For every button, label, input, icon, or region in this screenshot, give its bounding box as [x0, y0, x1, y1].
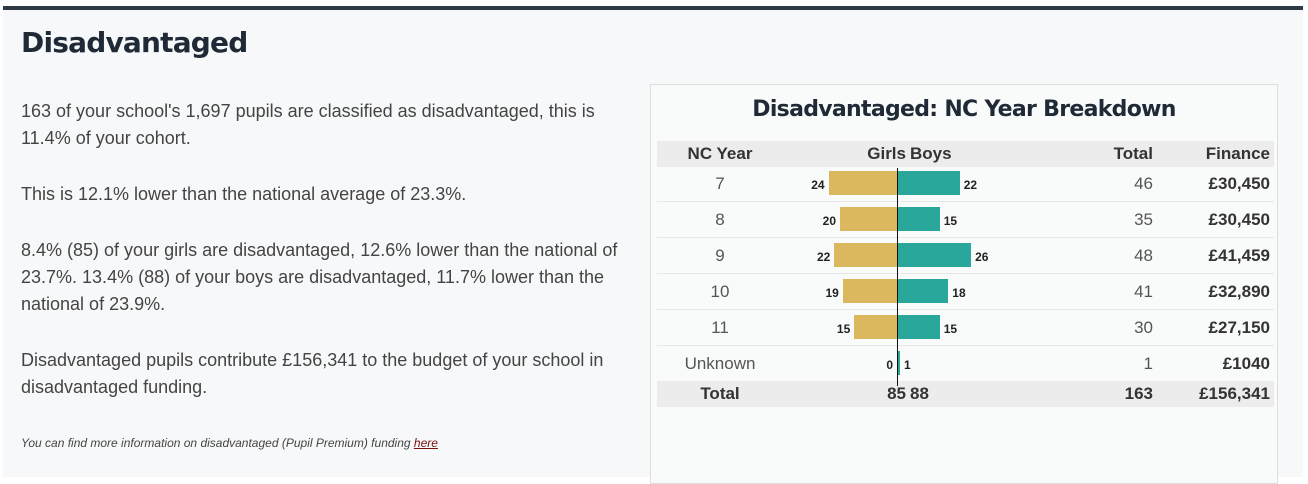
nc-year-cell: Unknown: [684, 354, 756, 373]
total-cell: 46: [1134, 174, 1153, 193]
girls-count-label: 19: [825, 286, 839, 300]
girls-count-label: 0: [886, 358, 893, 372]
gender-breakdown-text: 8.4% (85) of your girls are disadvantage…: [21, 240, 618, 314]
boys-bar: [897, 351, 900, 375]
total-cell: 48: [1134, 246, 1153, 265]
total-cell: 41: [1134, 282, 1153, 301]
girls-bar: [854, 315, 897, 339]
table-row: 10 41 £32,890: [657, 275, 1274, 310]
header-total: Total: [1113, 144, 1153, 163]
nc-year-cell: 8: [715, 210, 725, 229]
girls-bar: [842, 279, 897, 303]
table-row: 9 48 £41,459: [657, 239, 1274, 274]
total-cell: 35: [1134, 210, 1153, 229]
funding-text: Disadvantaged pupils contribute £156,341…: [21, 350, 604, 397]
girls-count-label: 20: [822, 214, 836, 228]
header-girls: Girls: [867, 144, 906, 163]
nc-year-cell: 11: [711, 318, 729, 337]
girls-bar: [828, 171, 897, 195]
finance-cell: £41,459: [1208, 246, 1270, 265]
girls-count-label: 24: [811, 178, 825, 192]
boys-count-label: 15: [943, 322, 958, 336]
pupil-premium-link[interactable]: here: [413, 436, 438, 450]
total-cell: 1: [1143, 354, 1153, 373]
boys-bar: [897, 171, 960, 195]
total-cell: 30: [1134, 318, 1153, 337]
section-title: Disadvantaged: [21, 26, 248, 59]
finance-cell: £30,450: [1208, 174, 1270, 193]
header-finance: Finance: [1205, 144, 1270, 163]
header-boys: Boys: [910, 144, 952, 163]
total-label: Total: [700, 384, 740, 403]
table-row: Unknown 1 £1040: [657, 347, 1274, 382]
totals-row: Total 85 88 163 £156,341: [657, 381, 1274, 407]
table-row: 7 46 £30,450: [657, 167, 1274, 202]
boys-bar: [897, 207, 940, 231]
nc-year-cell: 7: [715, 174, 725, 193]
boys-count-label: 26: [975, 250, 989, 264]
boys-bar: [897, 315, 940, 339]
boys-count-label: 22: [963, 178, 978, 192]
finance-cell: £32,890: [1208, 282, 1270, 301]
boys-count-label: 1: [904, 358, 911, 372]
total-finance: £156,341: [1199, 384, 1270, 403]
girls-bar: [834, 243, 897, 267]
boys-bar: [897, 279, 949, 303]
header-nc-year: NC Year: [687, 144, 753, 163]
nc-year-breakdown-card: Disadvantaged: NC Year Breakdown NC Year…: [650, 84, 1278, 484]
national-comparison-text: This is 12.1% lower than the national av…: [21, 184, 467, 204]
girls-count-label: 22: [816, 250, 831, 264]
breakdown-title: Disadvantaged: NC Year Breakdown: [752, 97, 1176, 122]
table-header: NC Year Girls Boys Total Finance: [657, 141, 1274, 167]
boys-bar: [897, 243, 972, 267]
footnote: You can find more information on disadva…: [21, 436, 438, 450]
boys-count-label: 15: [943, 214, 958, 228]
finance-cell: £1040: [1222, 354, 1270, 373]
total-boys: 88: [910, 384, 929, 403]
boys-count-label: 18: [952, 286, 966, 300]
girls-bar: [840, 207, 897, 231]
nc-year-cell: 10: [710, 282, 730, 301]
cohort-summary-text: 163 of your school's 1,697 pupils are cl…: [21, 101, 595, 148]
chart-center-axis: [897, 168, 898, 386]
total-girls: 85: [887, 384, 906, 403]
nc-year-cell: 9: [715, 246, 725, 265]
footnote-text: You can find more information on disadva…: [21, 436, 414, 450]
finance-cell: £27,150: [1208, 318, 1270, 337]
girls-count-label: 15: [836, 322, 851, 336]
finance-cell: £30,450: [1208, 210, 1270, 229]
table-row: 8 35 £30,450: [657, 203, 1274, 238]
table-row: 11 30 £27,150: [657, 311, 1274, 346]
total-total: 163: [1124, 384, 1153, 403]
